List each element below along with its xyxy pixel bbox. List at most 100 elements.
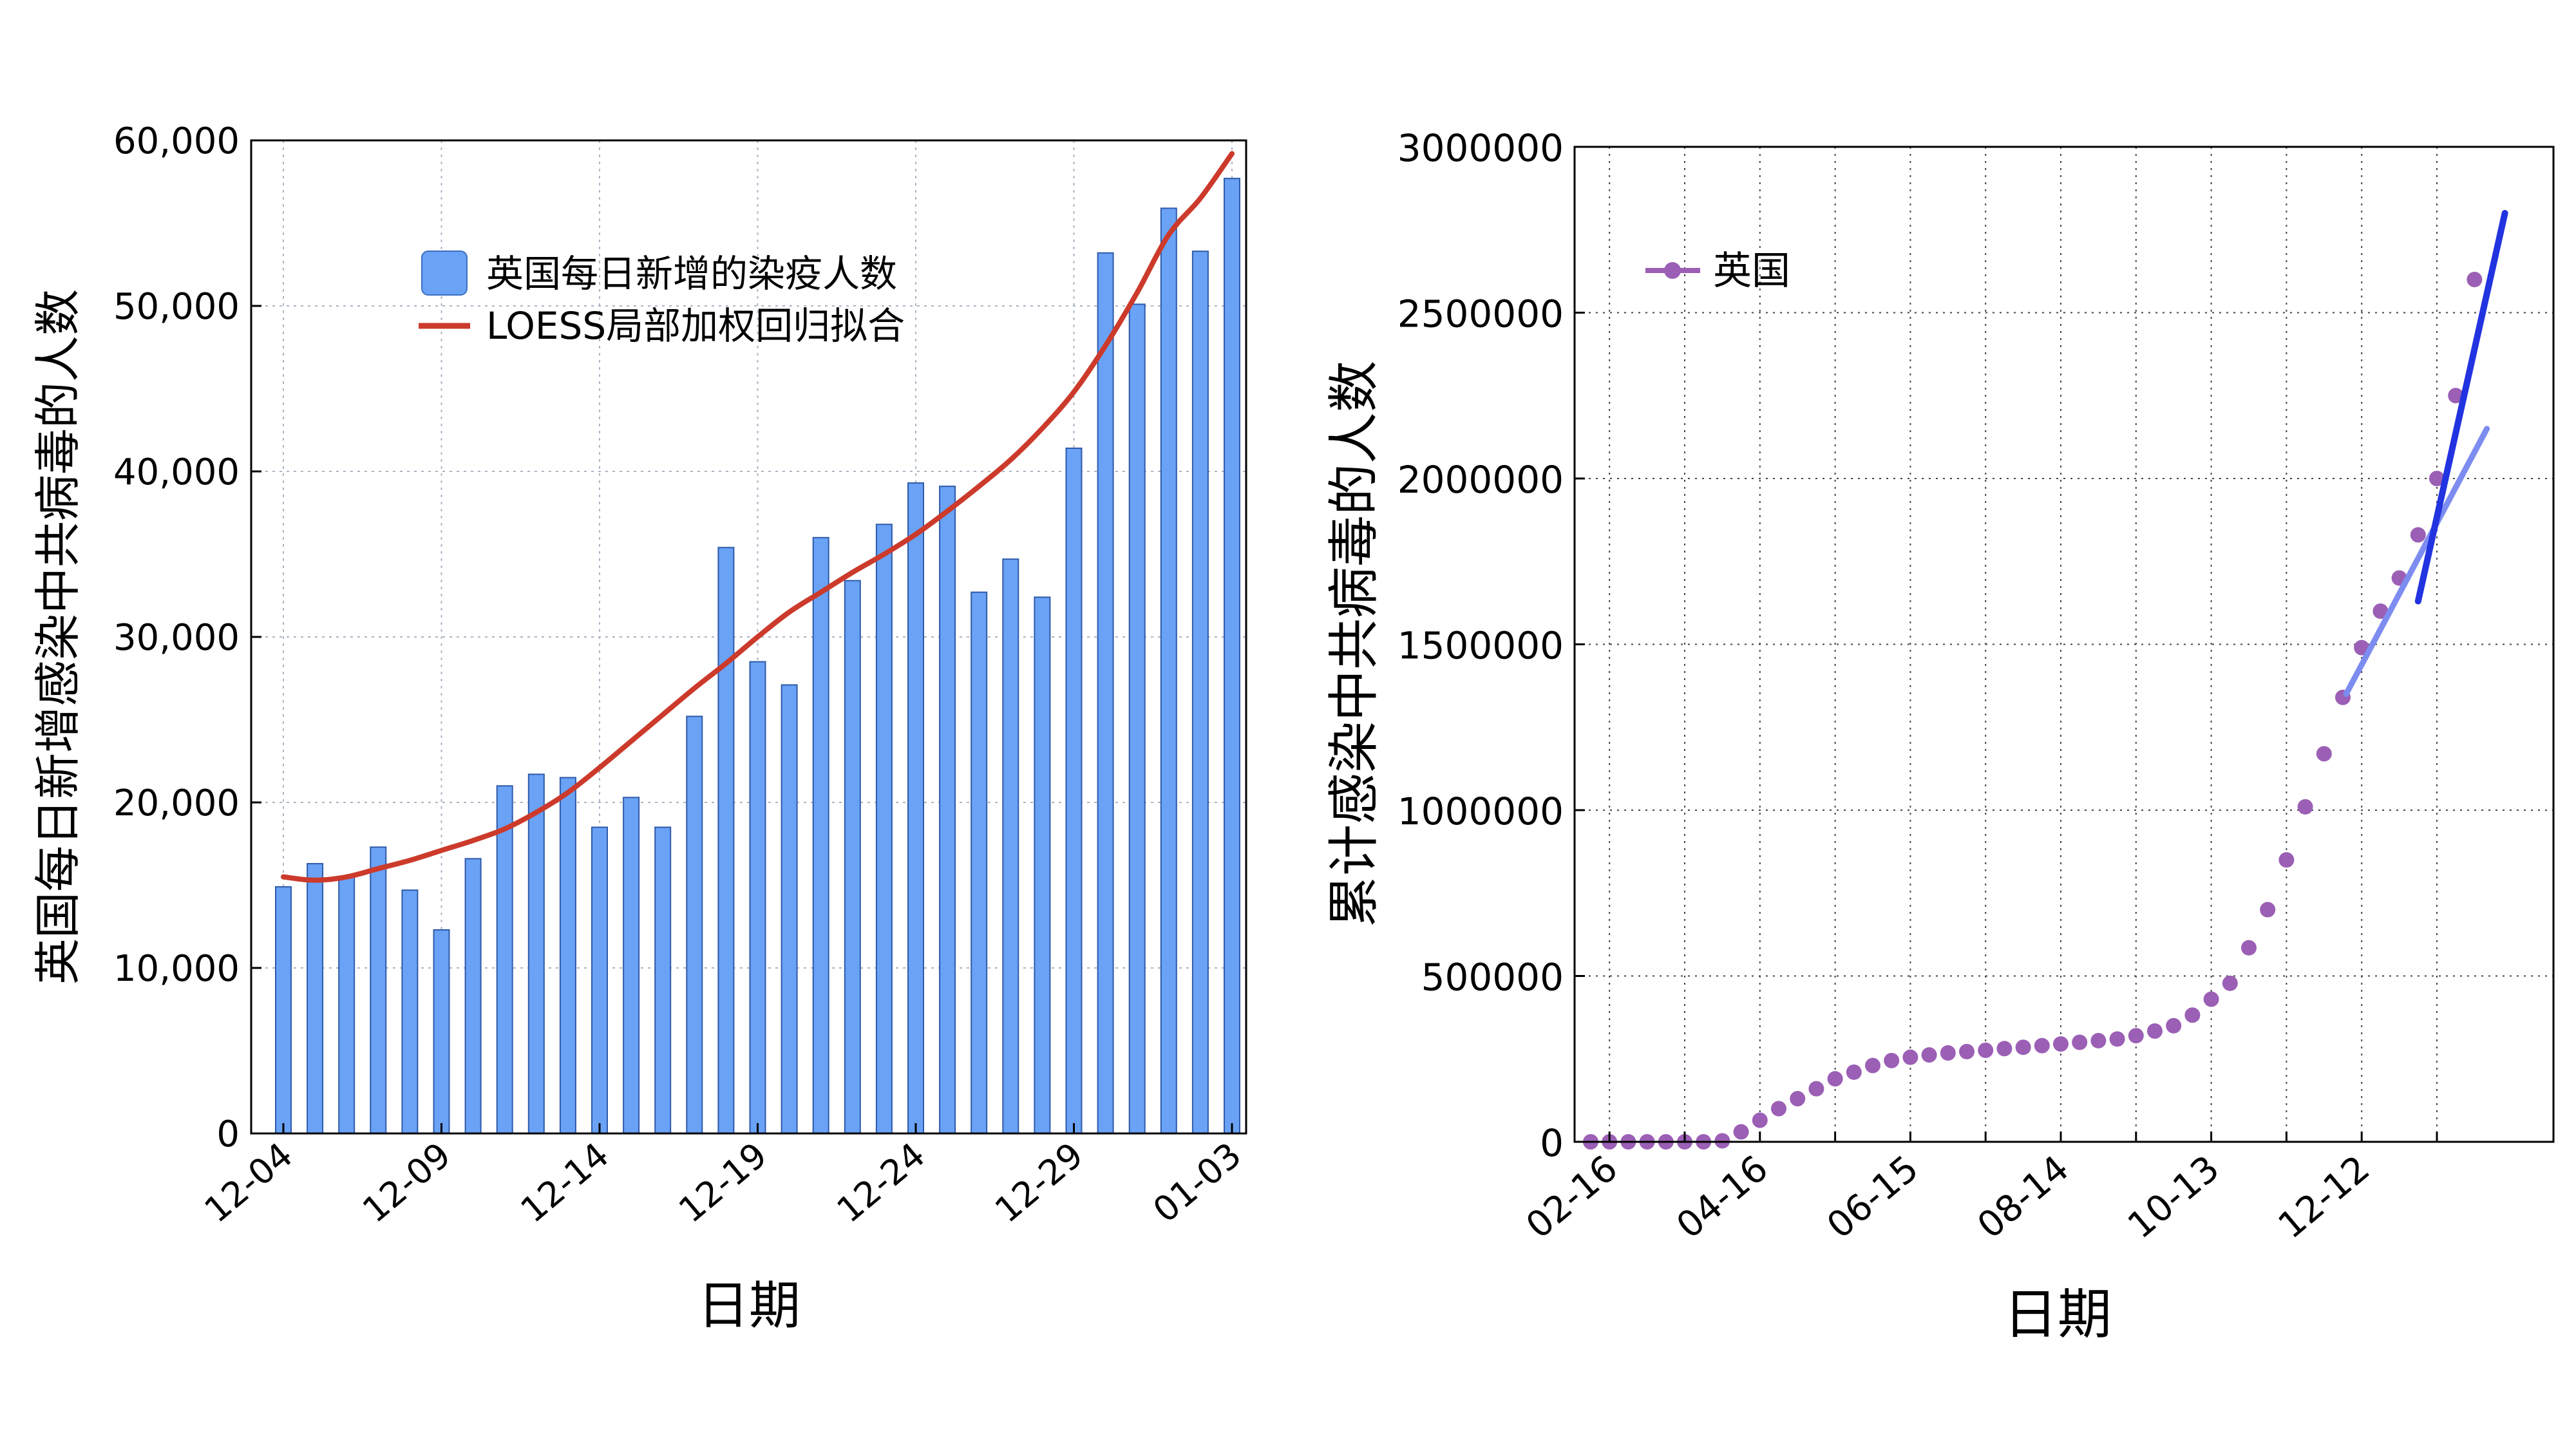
daily-bar bbox=[939, 486, 956, 1134]
left-y-tick-label: 10,000 bbox=[113, 948, 240, 990]
uk-cumulative-point bbox=[2278, 852, 2295, 868]
uk-cumulative-point bbox=[2429, 471, 2445, 486]
right-y-tick-label: 3000000 bbox=[1397, 126, 1564, 170]
loess-fit-line bbox=[281, 151, 1235, 883]
uk-cumulative-point bbox=[2109, 1031, 2125, 1047]
uk-cumulative-point bbox=[2166, 1018, 2182, 1034]
left-y-tick-label: 20,000 bbox=[113, 782, 240, 824]
daily-bar bbox=[1128, 303, 1146, 1134]
uk-cumulative-point bbox=[1714, 1133, 1730, 1149]
uk-cumulative-point bbox=[1752, 1112, 1768, 1128]
right-x-tick-label: 02-16 bbox=[1519, 1148, 1625, 1247]
daily-bar bbox=[464, 858, 482, 1134]
daily-bar bbox=[1224, 178, 1240, 1134]
daily-cases-chart: 0 10,000 20,000 30,000 40,000 50,000 60,000 12… bbox=[31, 120, 1249, 1336]
uk-cumulative-point bbox=[2072, 1034, 2088, 1050]
daily-bar bbox=[907, 482, 924, 1134]
right-x-tick-label: 10-13 bbox=[2120, 1148, 2227, 1247]
right-y-ticks: 0 500000 1000000 1500000 2000000 2500000 30000… bbox=[1397, 126, 1585, 1165]
uk-cumulative-point bbox=[2184, 1007, 2201, 1023]
daily-bar bbox=[1160, 207, 1177, 1134]
uk-cumulative-point bbox=[1959, 1043, 1975, 1059]
left-y-tick-label: 30,000 bbox=[113, 617, 240, 659]
right-x-tick-label: 06-15 bbox=[1819, 1148, 1926, 1247]
right-y-tick-label: 0 bbox=[1540, 1121, 1564, 1165]
legend-uk-swatch-marker bbox=[1664, 262, 1681, 279]
right-y-tick-label: 2500000 bbox=[1397, 292, 1564, 336]
daily-bar bbox=[623, 797, 640, 1135]
uk-cumulative-point bbox=[2147, 1023, 2163, 1039]
fit-line-light bbox=[2343, 426, 2490, 697]
right-gridlines bbox=[1575, 147, 2553, 1142]
daily-bar bbox=[1065, 448, 1083, 1134]
left-y-axis-label: 英国每日新增感染中共病毒的人数 bbox=[31, 289, 85, 985]
right-legend: 英国 bbox=[1645, 249, 1790, 294]
uk-cumulative-point bbox=[2015, 1039, 2031, 1056]
daily-bar bbox=[433, 929, 450, 1134]
daily-bar bbox=[275, 886, 292, 1134]
uk-cumulative-point bbox=[1865, 1057, 1880, 1074]
daily-bar bbox=[1034, 596, 1051, 1134]
right-y-tick-label: 2000000 bbox=[1397, 458, 1564, 502]
left-x-tick-label: 12-24 bbox=[829, 1135, 933, 1231]
daily-bar bbox=[717, 547, 735, 1134]
uk-cumulative-point bbox=[2410, 527, 2426, 543]
uk-cumulative-point bbox=[1921, 1047, 1937, 1063]
legend-uk-label: 英国 bbox=[1713, 249, 1790, 294]
daily-bar bbox=[654, 826, 672, 1135]
uk-cumulative-point bbox=[1996, 1041, 2012, 1057]
cumulative-cases-chart: 0 500000 1000000 1500000 2000000 2500000 30000… bbox=[1324, 126, 2555, 1346]
daily-bar bbox=[1191, 251, 1209, 1135]
right-x-tick-label: 04-16 bbox=[1669, 1148, 1776, 1247]
daily-bar bbox=[496, 785, 513, 1135]
uk-cumulative-point bbox=[2467, 272, 2483, 287]
uk-cumulative-point bbox=[2090, 1032, 2107, 1048]
fit-line-dark bbox=[2414, 210, 2508, 605]
uk-cumulative-point bbox=[1846, 1064, 1862, 1080]
daily-bar bbox=[971, 591, 988, 1134]
uk-cumulative-point bbox=[1978, 1042, 1994, 1058]
daily-bar bbox=[559, 777, 576, 1134]
uk-cumulative-point bbox=[2241, 940, 2257, 956]
legend-bar-swatch bbox=[421, 251, 468, 296]
daily-bar bbox=[749, 661, 766, 1135]
left-x-ticks: 12-04 12-09 12-14 12-19 12-24 12-29 01-03 bbox=[197, 1123, 1249, 1231]
uk-cumulative-point bbox=[2297, 799, 2313, 815]
uk-cumulative-point bbox=[2316, 746, 2332, 762]
uk-cumulative-point bbox=[2448, 388, 2464, 404]
uk-cumulative-point bbox=[2053, 1036, 2069, 1052]
fit-lines bbox=[2343, 210, 2508, 697]
legend-bar-label: 英国每日新增的染疫人数 bbox=[486, 252, 897, 296]
left-y-tick-label: 50,000 bbox=[113, 286, 240, 328]
uk-cumulative-points bbox=[1583, 272, 2483, 1150]
uk-cumulative-point bbox=[2128, 1028, 2144, 1044]
right-y-axis-label: 累计感染中共病毒的人数 bbox=[1324, 361, 1384, 927]
right-y-tick-label: 500000 bbox=[1421, 956, 1564, 999]
daily-bar bbox=[812, 536, 829, 1134]
daily-bar bbox=[781, 684, 798, 1134]
uk-cumulative-point bbox=[1790, 1091, 1806, 1107]
right-x-tick-label: 08-14 bbox=[1970, 1148, 2077, 1247]
uk-cumulative-point bbox=[1827, 1071, 1843, 1087]
left-y-tick-label: 40,000 bbox=[113, 451, 240, 493]
left-y-tick-label: 60,000 bbox=[113, 120, 240, 162]
left-x-tick-label: 12-14 bbox=[513, 1135, 617, 1231]
left-x-tick-label: 01-03 bbox=[1146, 1135, 1249, 1231]
left-y-tick-label: 0 bbox=[216, 1113, 240, 1155]
daily-bar bbox=[875, 524, 893, 1134]
left-y-ticks: 0 10,000 20,000 30,000 40,000 50,000 60,000 bbox=[113, 120, 261, 1155]
left-x-axis-label: 日期 bbox=[697, 1276, 800, 1336]
daily-bar bbox=[686, 715, 703, 1134]
daily-bar bbox=[307, 863, 324, 1134]
daily-bar bbox=[1097, 252, 1114, 1134]
daily-bar bbox=[401, 889, 419, 1134]
daily-bar bbox=[591, 826, 608, 1135]
left-legend: 英国每日新增的染疫人数 LOESS局部加权回归拟合 bbox=[419, 251, 905, 348]
uk-cumulative-point bbox=[1902, 1049, 1918, 1065]
left-x-tick-label: 12-29 bbox=[987, 1135, 1091, 1231]
left-x-tick-label: 12-04 bbox=[197, 1135, 301, 1231]
right-x-ticks: 02-16 04-16 06-15 08-14 10-13 12-12 bbox=[1519, 1132, 2438, 1247]
uk-cumulative-point bbox=[1733, 1124, 1749, 1140]
uk-cumulative-point bbox=[1884, 1052, 1900, 1068]
